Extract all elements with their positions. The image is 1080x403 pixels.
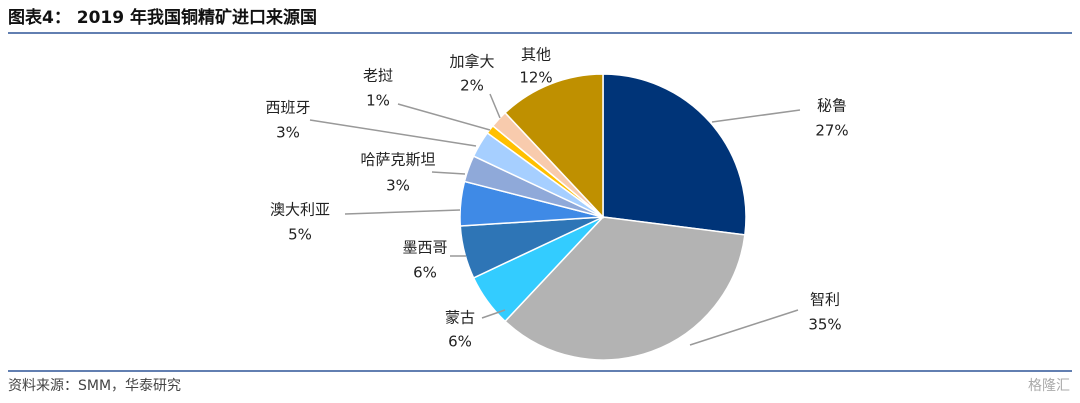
pie-slice [602,73,747,236]
value-label: 5% [288,226,312,244]
leader-line [397,103,491,131]
slice-label: 澳大利亚 [270,201,330,219]
leader-line [309,119,477,147]
slice-label: 加拿大 [449,53,494,71]
value-label: 2% [460,77,484,95]
pie-slice [504,216,746,361]
slice-label: 墨西哥 [402,239,447,257]
value-label: 3% [386,177,410,195]
slice-label: 智利 [810,291,840,309]
value-label: 27% [815,122,848,140]
slice-label: 老挝 [363,67,393,85]
value-label: 35% [808,316,841,334]
leader-line [489,93,501,119]
value-label: 3% [276,124,300,142]
slice-label: 哈萨克斯坦 [360,151,435,169]
leader-line [431,171,466,175]
value-label: 12% [519,69,552,87]
slice-label: 西班牙 [265,99,310,117]
value-label: 6% [413,264,437,282]
slice-label: 其他 [521,46,551,64]
watermark: 格隆汇 [1028,378,1070,394]
value-label: 6% [448,333,472,351]
leader-line [711,109,801,123]
slice-label: 蒙古 [445,309,475,327]
leader-line [689,309,799,346]
chart-title: 图表4： 2019 年我国铜精矿进口来源国 [8,7,317,28]
leader-line [344,209,461,215]
leader-line [481,309,506,319]
slice-label: 秘鲁 [817,97,847,115]
source-note: 资料来源：SMM，华泰研究 [8,378,181,394]
value-label: 1% [366,92,390,110]
pie-slice [504,73,604,219]
